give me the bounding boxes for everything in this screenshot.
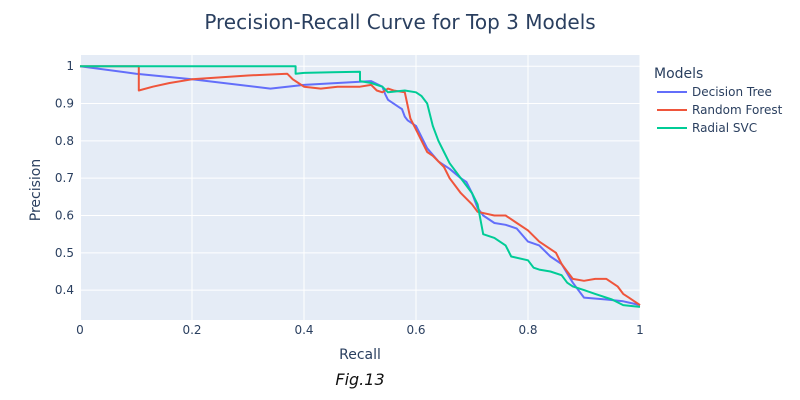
series-line-random-forest: [80, 65, 641, 306]
y-tick-label: 0.9: [55, 97, 74, 111]
y-tick-label: 0.8: [55, 134, 74, 148]
y-tick-label: 0.5: [55, 246, 74, 260]
plot-background: [80, 55, 640, 320]
x-axis-label: Recall: [339, 347, 381, 363]
legend-items: Decision Tree Random Forest Radial SVC: [657, 85, 783, 135]
series-line-radial-svc: [80, 65, 641, 308]
x-tick-label: 0.2: [182, 323, 201, 337]
x-tick-label: 0.8: [518, 323, 537, 337]
y-tick-label: 0.6: [55, 208, 74, 222]
y-axis-label: Precision: [28, 159, 44, 221]
legend-label-radial-svc: Radial SVC: [692, 121, 757, 135]
x-tick-label: 0.4: [294, 323, 313, 337]
legend-label-random-forest: Random Forest: [692, 103, 783, 117]
chart-title: Precision-Recall Curve for Top 3 Models: [204, 10, 595, 34]
x-tick-label: 0.6: [406, 323, 425, 337]
y-tick-label: 0.4: [55, 283, 74, 297]
y-tick-label: 1: [66, 59, 74, 73]
x-tick-label: 1: [636, 323, 644, 337]
tick-layer: 0 0.2 0.4 0.6 0.8 1 0.4 0.5 0.6 0.7 0.8 0.9 1: [55, 59, 644, 337]
legend: Models Decision Tree Random Forest Radial …: [654, 66, 783, 135]
y-tick-label: 0.7: [55, 171, 74, 185]
figure-caption: Fig.13: [335, 370, 384, 389]
series-layer: [79, 65, 641, 308]
legend-title: Models: [654, 66, 703, 82]
legend-label-decision-tree: Decision Tree: [692, 85, 772, 99]
x-tick-label: 0: [76, 323, 84, 337]
